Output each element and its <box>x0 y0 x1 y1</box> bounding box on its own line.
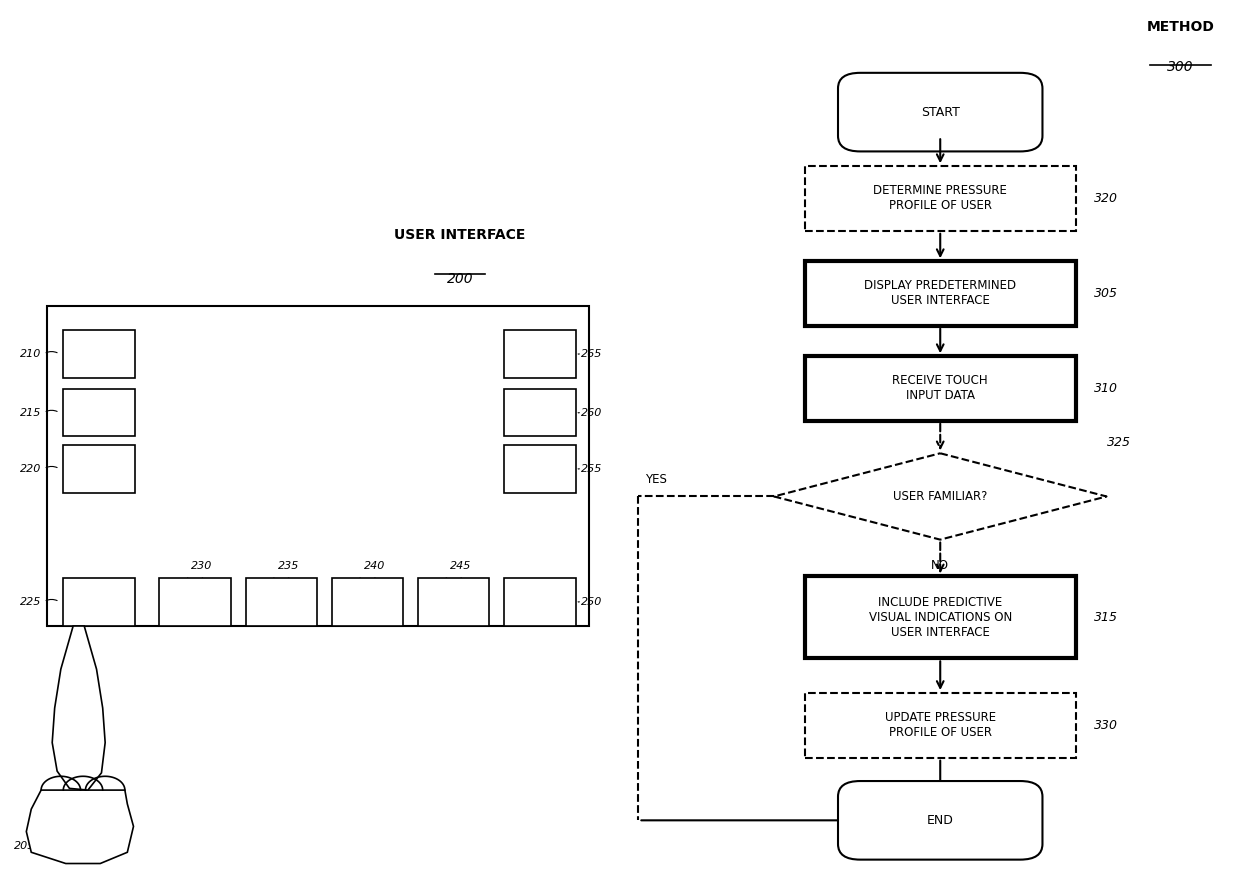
Text: INCLUDE PREDICTIVE
VISUAL INDICATIONS ON
USER INTERFACE: INCLUDE PREDICTIVE VISUAL INDICATIONS ON… <box>868 596 1012 639</box>
Text: 305: 305 <box>1094 287 1118 300</box>
Bar <box>63 389 135 436</box>
Bar <box>63 330 135 378</box>
Text: 300: 300 <box>1167 60 1194 74</box>
Text: 310: 310 <box>1094 382 1118 395</box>
Text: 330: 330 <box>1094 719 1118 732</box>
Text: 320: 320 <box>1094 192 1118 205</box>
Text: DETERMINE PRESSURE
PROFILE OF USER: DETERMINE PRESSURE PROFILE OF USER <box>873 185 1007 213</box>
Bar <box>332 578 403 625</box>
Text: 230: 230 <box>191 562 213 571</box>
Text: USER FAMILIAR?: USER FAMILIAR? <box>893 490 987 503</box>
Text: 245: 245 <box>450 562 471 571</box>
Text: RECEIVE TOUCH
INPUT DATA: RECEIVE TOUCH INPUT DATA <box>893 374 988 403</box>
Text: 200: 200 <box>446 272 474 286</box>
Text: 325: 325 <box>1106 436 1131 449</box>
Text: 255: 255 <box>580 464 601 473</box>
Bar <box>805 356 1076 421</box>
Text: UPDATE PRESSURE
PROFILE OF USER: UPDATE PRESSURE PROFILE OF USER <box>884 712 996 739</box>
Polygon shape <box>774 453 1106 540</box>
Text: 315: 315 <box>1094 611 1118 623</box>
Text: 225: 225 <box>20 596 41 607</box>
Bar <box>505 389 575 436</box>
FancyBboxPatch shape <box>838 73 1043 152</box>
Bar <box>505 445 575 493</box>
Bar <box>418 578 490 625</box>
Polygon shape <box>52 626 105 790</box>
Bar <box>805 261 1076 326</box>
Bar <box>246 578 317 625</box>
Bar <box>805 576 1076 658</box>
Text: YES: YES <box>645 473 667 486</box>
Bar <box>505 330 575 378</box>
Text: NO: NO <box>931 559 950 572</box>
Text: 260: 260 <box>580 408 601 418</box>
Text: 215: 215 <box>20 408 41 418</box>
Bar <box>63 578 135 625</box>
Bar <box>160 578 231 625</box>
Bar <box>505 578 575 625</box>
Polygon shape <box>26 790 134 863</box>
FancyBboxPatch shape <box>805 693 1076 758</box>
Text: START: START <box>921 106 960 119</box>
Bar <box>63 445 135 493</box>
Text: END: END <box>926 814 954 827</box>
FancyBboxPatch shape <box>805 166 1076 231</box>
Text: 210: 210 <box>20 349 41 359</box>
FancyBboxPatch shape <box>838 781 1043 860</box>
Text: 220: 220 <box>20 464 41 473</box>
Text: DISPLAY PREDETERMINED
USER INTERFACE: DISPLAY PREDETERMINED USER INTERFACE <box>864 280 1017 308</box>
Text: METHOD: METHOD <box>1147 20 1214 34</box>
Text: 265: 265 <box>580 349 601 359</box>
Text: 235: 235 <box>278 562 299 571</box>
Bar <box>47 306 589 626</box>
Text: 240: 240 <box>363 562 386 571</box>
Text: USER INTERFACE: USER INTERFACE <box>394 228 526 242</box>
Text: 205: 205 <box>14 841 36 851</box>
Text: 250: 250 <box>580 596 601 607</box>
